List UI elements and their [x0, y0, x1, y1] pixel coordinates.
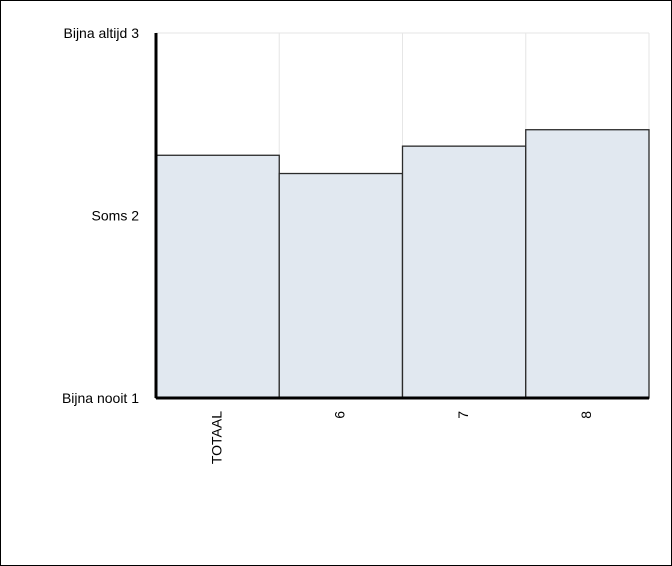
y-tick-label: Bijna altijd 3 [64, 25, 140, 41]
x-tick-labels: TOTAAL 6 7 8 [208, 411, 594, 464]
x-tick-label: 7 [455, 411, 471, 419]
y-tick-label: Bijna nooit 1 [62, 390, 139, 406]
bar-7 [401, 145, 527, 399]
bar-6 [278, 172, 404, 399]
y-tick-labels: Bijna altijd 3 Soms 2 Bijna nooit 1 [62, 25, 139, 406]
x-tick-label: TOTAAL [208, 411, 224, 464]
x-tick-label: 6 [332, 411, 348, 419]
bar-totaal [155, 154, 280, 399]
y-tick-label: Soms 2 [92, 208, 140, 224]
bars-layer [155, 129, 650, 399]
x-tick-label: 8 [578, 411, 594, 419]
axes-layer [154, 33, 649, 400]
bar-8 [525, 129, 650, 399]
